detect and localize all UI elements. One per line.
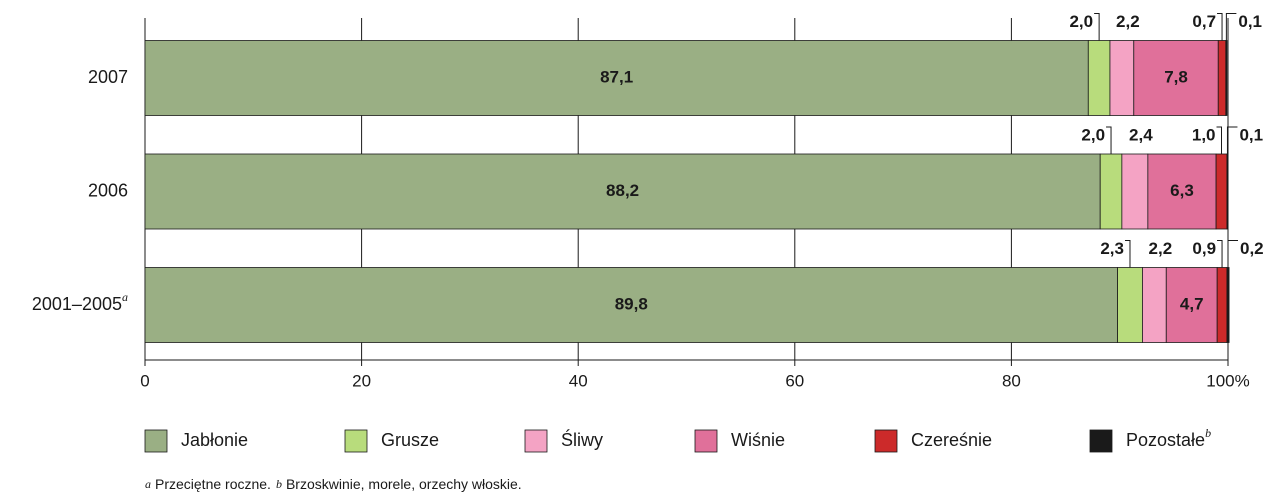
value-label: 0,9 (1192, 239, 1216, 258)
legend-label: Śliwy (561, 429, 603, 450)
legend-superscript: b (1205, 426, 1211, 440)
value-label: 2,4 (1129, 125, 1153, 144)
bar-segment (1165, 267, 1218, 343)
legend-label: Czereśnie (911, 430, 992, 450)
value-label: 2,0 (1081, 125, 1105, 144)
bar-segment (1133, 40, 1219, 116)
legend-name: Wiśnie (731, 430, 785, 450)
bar-segment (144, 40, 1089, 116)
leader-line (1217, 240, 1223, 268)
legend-label: Pozostałeb (1126, 426, 1211, 450)
bar-segment (144, 153, 1101, 230)
leader-line (1227, 240, 1238, 268)
x-tick-label: 100% (1206, 371, 1249, 390)
category-superscript: a (122, 290, 128, 304)
value-label: 2,2 (1149, 239, 1173, 258)
x-tick-label: 20 (352, 371, 371, 390)
leader-line (1106, 126, 1112, 154)
legend-swatch (344, 429, 368, 453)
value-label: 0,1 (1238, 12, 1262, 31)
value-label: 89,8 (615, 294, 648, 313)
legend-label: Jabłonie (181, 430, 248, 450)
x-tick-label: 0 (140, 371, 149, 390)
legend-name: Pozostałe (1126, 430, 1205, 450)
leader-line (1217, 13, 1223, 41)
value-label: 6,3 (1170, 181, 1194, 200)
bar-segment (1109, 40, 1135, 116)
value-label: 2,2 (1116, 12, 1140, 31)
leader-line (1226, 126, 1238, 154)
bar-segment (1142, 267, 1167, 343)
bar-segment (1226, 153, 1229, 230)
leader-line (1124, 240, 1131, 268)
y-tick-label: 2006 (88, 180, 128, 200)
value-label: 0,1 (1239, 125, 1263, 144)
category-name: 2007 (88, 67, 128, 87)
bar-segment (1121, 153, 1149, 230)
leader-line (1094, 13, 1100, 41)
leader-line (1225, 13, 1237, 41)
bar-segment (1226, 267, 1230, 343)
footnote-mark: a (145, 477, 151, 491)
value-label: 87,1 (600, 67, 633, 86)
y-tick-label: 2007 (88, 67, 128, 87)
bar-segment (1217, 40, 1227, 116)
legend-swatch (524, 429, 548, 453)
legend-swatch (1089, 429, 1113, 453)
bar-segment (1117, 267, 1143, 343)
value-label: 7,8 (1164, 67, 1188, 86)
leader-line (1216, 126, 1223, 154)
legend-swatch (694, 429, 718, 453)
value-label: 0,7 (1192, 12, 1216, 31)
legend-name: Jabłonie (181, 430, 248, 450)
x-tick-label: 60 (785, 371, 804, 390)
legend-name: Grusze (381, 430, 439, 450)
footnote: a Przeciętne roczne. b Brzoskwinie, morele,… (145, 476, 522, 492)
legend-label: Wiśnie (731, 430, 785, 450)
value-label: 4,7 (1180, 294, 1204, 313)
y-tick-label: 2001–2005a (32, 290, 128, 314)
value-label: 2,3 (1100, 239, 1124, 258)
bar-segment (1215, 153, 1228, 230)
value-label: 1,0 (1192, 125, 1216, 144)
legend-name: Śliwy (561, 429, 603, 450)
legend-label: Grusze (381, 430, 439, 450)
x-tick-label: 40 (569, 371, 588, 390)
footnote-text: Przeciętne roczne. (155, 476, 271, 492)
value-label: 0,2 (1240, 239, 1264, 258)
footnote-mark: b (276, 477, 282, 491)
bar-segment (1225, 40, 1228, 116)
value-label: 2,0 (1069, 12, 1093, 31)
category-name: 2001–2005 (32, 294, 122, 314)
legend-swatch (144, 429, 168, 453)
legend-swatch (874, 429, 898, 453)
x-tick-label: 80 (1002, 371, 1021, 390)
bar-segment (1087, 40, 1111, 116)
bar-segment (144, 267, 1118, 343)
category-name: 2006 (88, 180, 128, 200)
legend-name: Czereśnie (911, 430, 992, 450)
value-label: 88,2 (606, 181, 639, 200)
bar-segment (1099, 153, 1123, 230)
footnote-text: Brzoskwinie, morele, orzechy włoskie. (286, 476, 522, 492)
bar-segment (1216, 267, 1228, 343)
